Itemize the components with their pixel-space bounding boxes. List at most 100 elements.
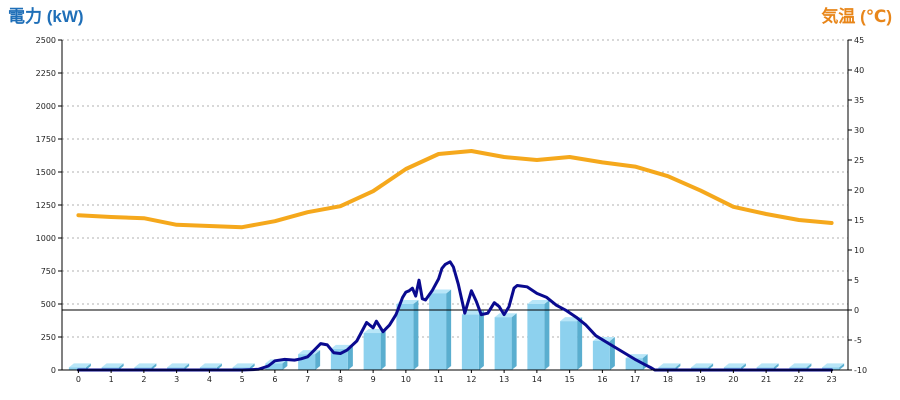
bar-top [822,363,845,368]
right-tick-label-15: 15 [854,216,864,225]
right-tick-label-40: 40 [854,66,864,75]
bar-top [232,363,255,368]
x-tick-label-0: 0 [76,375,81,384]
bar-top [429,289,452,294]
bar-face [592,340,610,370]
x-tick-label-10: 10 [401,375,411,384]
bar-face [265,363,283,370]
left-tick-label-1250: 1250 [36,201,56,210]
right-tick-label-45: 45 [854,36,864,45]
bar-side [118,363,124,370]
x-tick-label-9: 9 [371,375,376,384]
left-tick-label-1000: 1000 [36,234,56,243]
power-bar-11 [429,289,452,370]
right-tick-label-30: 30 [854,126,864,135]
bar-face [560,321,578,370]
bar-side [315,350,321,370]
right-tick-label-5: 5 [854,276,859,285]
bar-side [282,359,288,370]
bar-side [151,363,157,370]
bar-face [429,293,447,370]
temperature-line [76,149,834,230]
bar-side [413,300,419,370]
gridlines [62,39,848,338]
right-tick-label--10: -10 [854,366,867,375]
bar-top [101,363,124,368]
bar-side [544,300,550,370]
bar-side [446,289,452,370]
bar-top [756,363,779,368]
x-tick-label-21: 21 [761,375,771,384]
bar-side [773,363,779,370]
bar-face [396,304,414,370]
left-tick-label-1500: 1500 [36,168,56,177]
x-tick-label-15: 15 [565,375,575,384]
right-axis-ticks: -10 -5 0 5 10 15 20 25 30 35 40 45 [848,36,867,375]
left-tick-label-0: 0 [51,366,56,375]
x-tick-label-6: 6 [272,375,277,384]
bar-side [806,363,812,370]
power-bar-0 [68,363,91,370]
x-tick-label-11: 11 [434,375,444,384]
x-tick-label-16: 16 [597,375,607,384]
x-tick-label-5: 5 [240,375,245,384]
series-lines [76,149,834,372]
left-axis-title: 電力 (kW) [8,6,84,26]
bar-side [380,329,386,370]
bar-side [511,313,517,370]
bar-side [708,363,714,370]
right-tick-label-25: 25 [854,156,864,165]
bar-top [691,363,714,368]
power-bar-14 [527,300,550,370]
x-tick-label-19: 19 [696,375,706,384]
x-tick-label-17: 17 [630,375,640,384]
power-bars [68,289,845,370]
bar-side [347,344,353,370]
x-tick-label-1: 1 [109,375,114,384]
left-tick-label-2000: 2000 [36,102,56,111]
bar-top [167,363,190,368]
right-tick-label--5: -5 [854,336,862,345]
power-bar-9 [363,329,386,370]
x-tick-label-14: 14 [532,375,542,384]
x-tick-label-4: 4 [207,375,212,384]
left-tick-label-2500: 2500 [36,36,56,45]
left-axis-ticks: 0 250 500 750 1000 1250 1500 1750 2000 2250 2500 [36,36,62,375]
bar-side [839,363,845,370]
bar-side [184,363,190,370]
bar-top [363,329,386,334]
bar-side [85,363,91,370]
x-tick-label-3: 3 [174,375,179,384]
x-tick-label-20: 20 [728,375,738,384]
x-tick-label-12: 12 [466,375,476,384]
right-tick-label-0: 0 [854,306,859,315]
bar-face [461,314,479,370]
left-tick-label-250: 250 [41,333,56,342]
bar-face [494,317,512,370]
left-tick-label-1750: 1750 [36,135,56,144]
bar-side [478,310,484,370]
bar-top [789,363,812,368]
bar-face [68,367,86,370]
x-tick-label-22: 22 [794,375,804,384]
bar-top [527,300,550,304]
bar-face [363,333,381,370]
power-bar-12 [461,310,484,370]
bar-top [199,363,222,368]
power-bar-13 [494,313,517,370]
left-tick-label-2250: 2250 [36,69,56,78]
x-tick-label-18: 18 [663,375,673,384]
x-tick-label-7: 7 [305,375,310,384]
x-tick-label-2: 2 [141,375,146,384]
bar-face [625,358,643,370]
bar-side [609,336,615,370]
bar-top [723,363,746,368]
x-axis-ticks: 0 1 2 3 4 5 6 7 8 9 10 11 12 13 14 15 16 17 18 19 20 21 22 23 [76,370,837,384]
left-tick-label-750: 750 [41,267,56,276]
bar-side [577,317,583,370]
right-tick-label-35: 35 [854,96,864,105]
bar-top [68,363,91,368]
x-tick-label-8: 8 [338,375,343,384]
bar-top [134,363,157,368]
